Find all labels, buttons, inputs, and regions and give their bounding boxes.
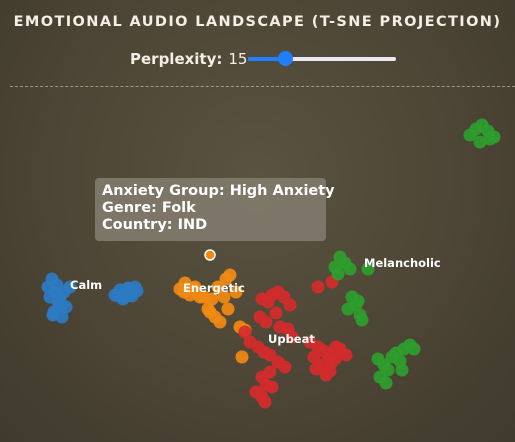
data-point[interactable] xyxy=(229,285,243,299)
tooltip-genre: Genre: Folk xyxy=(102,200,196,216)
data-point[interactable] xyxy=(283,298,297,312)
data-point[interactable] xyxy=(263,365,277,379)
cluster-label-energetic: Energetic xyxy=(183,281,245,295)
data-point[interactable] xyxy=(46,308,60,322)
slider-thumb[interactable] xyxy=(277,51,293,66)
perplexity-slider[interactable] xyxy=(248,51,396,67)
data-point[interactable] xyxy=(201,302,215,316)
data-point[interactable] xyxy=(221,302,235,316)
highlighted-point[interactable] xyxy=(204,249,216,261)
data-point[interactable] xyxy=(213,315,227,329)
perplexity-label: Perplexity: xyxy=(130,50,223,68)
data-point[interactable] xyxy=(341,302,355,316)
data-point[interactable] xyxy=(258,395,272,409)
data-point[interactable] xyxy=(395,363,409,377)
data-point[interactable] xyxy=(355,313,369,327)
data-point[interactable] xyxy=(54,298,68,312)
data-point[interactable] xyxy=(285,330,299,344)
divider xyxy=(10,86,515,87)
cluster-label-calm: Calm xyxy=(70,278,102,292)
scatter-plot[interactable]: Calm Energetic Upbeat Melancholic xyxy=(0,87,515,442)
data-point[interactable] xyxy=(343,262,357,276)
data-point[interactable] xyxy=(265,380,279,394)
data-point[interactable] xyxy=(235,350,249,364)
data-point[interactable] xyxy=(309,362,323,376)
data-point[interactable] xyxy=(473,135,487,149)
data-point[interactable] xyxy=(319,368,333,382)
perplexity-control: Perplexity: 15 xyxy=(130,48,247,70)
data-point[interactable] xyxy=(217,290,231,304)
tooltip-anxiety-group: Anxiety Group: High Anxiety xyxy=(102,183,335,199)
slider-track[interactable] xyxy=(248,57,396,61)
data-point[interactable] xyxy=(211,280,225,294)
hover-tooltip: Anxiety Group: High Anxiety Genre: Folk … xyxy=(95,178,335,241)
data-point[interactable] xyxy=(361,262,375,276)
data-point[interactable] xyxy=(407,342,421,356)
tooltip-country: Country: IND xyxy=(102,217,208,233)
data-point[interactable] xyxy=(186,282,200,296)
cluster-label-upbeat: Upbeat xyxy=(268,332,315,346)
data-point[interactable] xyxy=(238,325,252,339)
data-point[interactable] xyxy=(278,360,292,374)
data-point[interactable] xyxy=(339,348,353,362)
data-point[interactable] xyxy=(331,267,345,281)
data-point[interactable] xyxy=(223,268,237,282)
data-point[interactable] xyxy=(351,294,365,308)
data-point[interactable] xyxy=(259,315,273,329)
data-point[interactable] xyxy=(121,281,135,295)
data-point[interactable] xyxy=(379,376,393,390)
data-point[interactable] xyxy=(63,280,77,294)
data-point[interactable] xyxy=(307,350,321,364)
data-point[interactable] xyxy=(483,132,497,146)
data-point[interactable] xyxy=(269,306,283,320)
data-point[interactable] xyxy=(205,292,219,306)
series-highlighted xyxy=(204,249,216,261)
chart-title: EMOTIONAL AUDIO LANDSCAPE (T-SNE PROJECT… xyxy=(13,14,502,30)
series-melancholic xyxy=(328,118,501,390)
cluster-label-melancholic: Melancholic xyxy=(364,256,441,270)
data-point[interactable] xyxy=(325,355,339,369)
data-point[interactable] xyxy=(50,278,64,292)
data-point[interactable] xyxy=(329,340,343,354)
series-calm xyxy=(41,272,144,324)
data-point[interactable] xyxy=(311,280,325,294)
slider-fill xyxy=(248,57,286,61)
perplexity-value: 15 xyxy=(228,50,248,68)
